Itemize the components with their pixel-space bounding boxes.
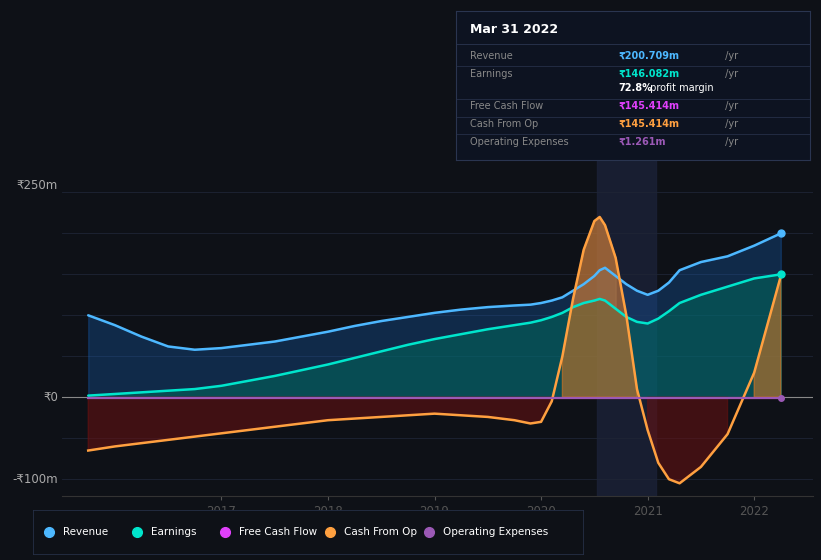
Text: Mar 31 2022: Mar 31 2022 xyxy=(470,22,558,35)
Text: ₹146.082m: ₹146.082m xyxy=(619,68,680,78)
Text: Earnings: Earnings xyxy=(151,527,196,537)
Text: Operating Expenses: Operating Expenses xyxy=(443,527,548,537)
Text: ₹145.414m: ₹145.414m xyxy=(619,119,680,129)
Text: Free Cash Flow: Free Cash Flow xyxy=(239,527,317,537)
Text: /yr: /yr xyxy=(722,101,738,111)
Text: ₹250m: ₹250m xyxy=(16,179,57,193)
Text: Revenue: Revenue xyxy=(470,51,512,60)
Text: Revenue: Revenue xyxy=(63,527,108,537)
Text: ₹145.414m: ₹145.414m xyxy=(619,101,680,111)
Text: /yr: /yr xyxy=(722,137,738,147)
Text: -₹100m: -₹100m xyxy=(12,473,57,486)
Text: Cash From Op: Cash From Op xyxy=(470,119,538,129)
Text: /yr: /yr xyxy=(722,119,738,129)
Text: /yr: /yr xyxy=(722,68,738,78)
Text: Cash From Op: Cash From Op xyxy=(344,527,416,537)
Text: Free Cash Flow: Free Cash Flow xyxy=(470,101,544,111)
Text: ₹1.261m: ₹1.261m xyxy=(619,137,667,147)
Text: ₹200.709m: ₹200.709m xyxy=(619,51,680,60)
Bar xyxy=(597,160,656,496)
Text: profit margin: profit margin xyxy=(647,83,713,94)
Text: ₹0: ₹0 xyxy=(43,391,57,404)
Text: Earnings: Earnings xyxy=(470,68,512,78)
Text: 72.8%: 72.8% xyxy=(619,83,653,94)
Text: /yr: /yr xyxy=(722,51,738,60)
Text: Operating Expenses: Operating Expenses xyxy=(470,137,568,147)
